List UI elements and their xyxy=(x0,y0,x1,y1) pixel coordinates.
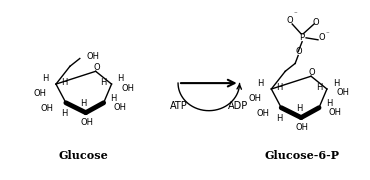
Text: ⁻: ⁻ xyxy=(325,31,329,37)
Text: H: H xyxy=(276,114,282,123)
Text: H: H xyxy=(42,74,48,83)
Text: O: O xyxy=(309,68,315,77)
Text: OH: OH xyxy=(296,123,309,132)
Text: Glucose-6-P: Glucose-6-P xyxy=(265,150,340,161)
Text: ⁻: ⁻ xyxy=(293,11,297,17)
Text: OH: OH xyxy=(114,103,127,112)
Text: H: H xyxy=(61,109,67,118)
Text: OH: OH xyxy=(337,88,350,97)
Text: H: H xyxy=(100,78,107,87)
Text: P: P xyxy=(300,33,305,42)
Text: ADP: ADP xyxy=(228,101,248,111)
Text: H: H xyxy=(316,83,322,92)
Text: OH: OH xyxy=(256,109,269,118)
Text: H: H xyxy=(61,78,67,87)
Text: H: H xyxy=(110,94,117,103)
Text: OH: OH xyxy=(329,108,342,117)
Text: H: H xyxy=(117,74,124,83)
Text: H: H xyxy=(333,79,339,88)
Text: H: H xyxy=(296,104,302,113)
Text: OH: OH xyxy=(121,84,134,93)
Text: O: O xyxy=(296,47,302,56)
Text: H: H xyxy=(257,79,263,88)
Text: O: O xyxy=(313,18,319,27)
Text: Glucose: Glucose xyxy=(59,150,109,161)
Text: OH: OH xyxy=(41,104,54,113)
Text: O: O xyxy=(319,33,325,42)
Text: O: O xyxy=(93,63,100,72)
Text: OH: OH xyxy=(87,52,100,61)
Text: H: H xyxy=(276,83,282,92)
Text: ATP: ATP xyxy=(170,101,188,111)
Text: H: H xyxy=(326,99,332,108)
Text: OH: OH xyxy=(80,118,93,127)
Text: OH: OH xyxy=(33,89,46,98)
Text: O: O xyxy=(287,16,293,25)
Text: H: H xyxy=(81,99,87,108)
Text: OH: OH xyxy=(248,94,262,103)
